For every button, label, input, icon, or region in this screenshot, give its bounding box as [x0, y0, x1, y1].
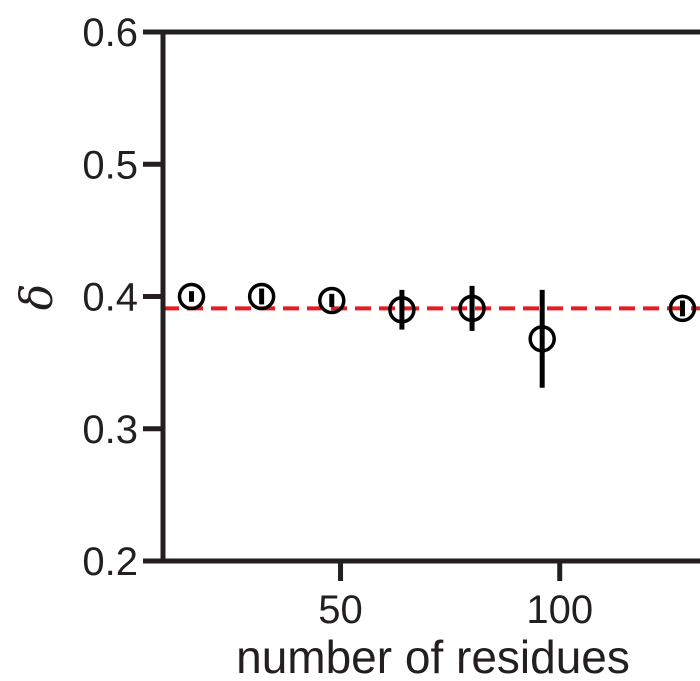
y-tick-label: 0.3 [82, 408, 138, 452]
data-point [668, 294, 697, 323]
y-tick-label: 0.2 [82, 540, 138, 584]
data-point [247, 282, 276, 311]
data-point [528, 325, 556, 353]
data-point [388, 295, 416, 324]
plot-clip-group [163, 282, 700, 388]
ticks-layer: 0.2 0.3 0.4 0.5 0.6 50 100 [82, 11, 593, 632]
x-axis-title: number of residues [236, 631, 630, 681]
y-axis-title: δ [12, 284, 63, 311]
x-tick-label: 100 [526, 588, 593, 632]
plot-layer [163, 282, 700, 388]
y-tick-label: 0.5 [82, 143, 138, 187]
y-tick-label: 0.6 [82, 11, 138, 55]
data-point [318, 286, 346, 315]
y-tick-label: 0.4 [82, 276, 138, 320]
data-point [177, 282, 206, 311]
x-tick-label: 50 [318, 588, 363, 632]
axes-layer [160, 29, 700, 564]
data-point [458, 294, 486, 323]
